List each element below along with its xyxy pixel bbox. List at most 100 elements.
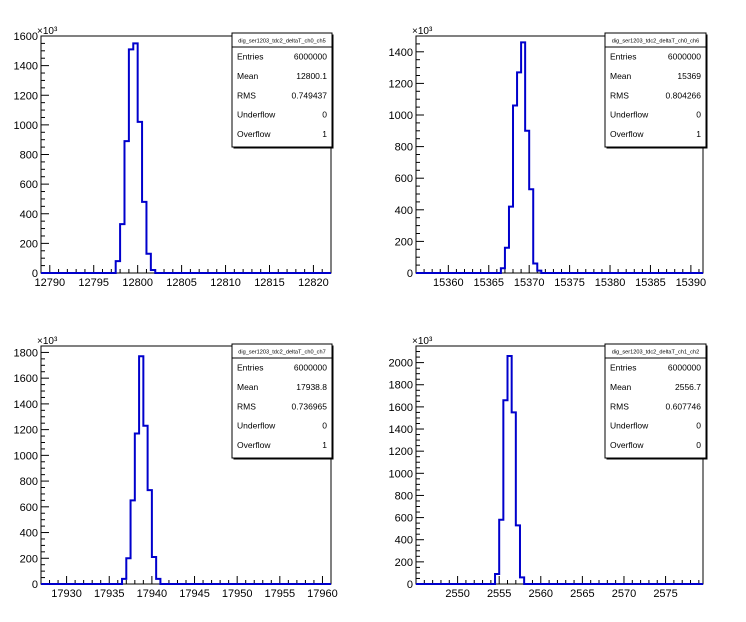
stats-label-rms: RMS <box>610 401 629 411</box>
y-tick-label: 0 <box>407 579 413 591</box>
x-tick-label: 17955 <box>265 588 296 600</box>
x-tick-label: 2575 <box>653 588 677 600</box>
stats-value-rms: 0.804266 <box>666 90 702 100</box>
stats-value-underflow: 0 <box>322 421 327 431</box>
y-tick-label: 200 <box>395 236 413 248</box>
stats-label-underflow: Underflow <box>237 421 276 431</box>
histogram-line <box>416 41 703 274</box>
histogram-bin <box>516 525 520 584</box>
y-tick-label: 2000 <box>389 358 413 370</box>
stats-label-entries: Entries <box>610 363 636 373</box>
x-tick-label: 12795 <box>78 277 109 289</box>
y-tick-label: 1400 <box>14 399 38 411</box>
x-tick-label: 2555 <box>487 588 511 600</box>
y-tick-label: 600 <box>395 513 413 525</box>
stats-histogram-name: dig_ser1203_tdc2_deltaT_ch0_ch7 <box>238 350 325 356</box>
stats-label-overflow: Overflow <box>237 129 271 139</box>
stats-label-mean: Mean <box>610 71 632 81</box>
stats-label-entries: Entries <box>237 363 263 373</box>
stats-label-underflow: Underflow <box>610 421 649 431</box>
x-tick-label: 12790 <box>34 277 65 289</box>
stats-value-overflow: 1 <box>696 129 701 139</box>
x-tick-label: 2570 <box>612 588 636 600</box>
stats-value-rms: 0.736965 <box>292 401 328 411</box>
stats-label-underflow: Underflow <box>610 110 649 120</box>
stats-value-mean: 2556.7 <box>675 382 701 392</box>
y-tick-label: 200 <box>20 238 38 250</box>
y-tick-label: 600 <box>20 502 38 514</box>
x-tick-label: 17930 <box>51 588 82 600</box>
x-tick-label: 17945 <box>179 588 210 600</box>
y-exponent-label: ×10³ <box>412 336 433 347</box>
histogram-bin <box>508 356 512 584</box>
y-exponent-label: ×10³ <box>412 26 433 37</box>
stats-box <box>231 32 333 148</box>
y-tick-label: 800 <box>395 490 413 502</box>
y-tick-label: 200 <box>20 553 38 565</box>
x-tick-label: 2550 <box>445 588 469 600</box>
y-tick-label: 1600 <box>14 31 38 43</box>
x-tick-label: 17940 <box>137 588 168 600</box>
stats-value-overflow: 1 <box>322 440 327 450</box>
y-tick-label: 600 <box>395 173 413 185</box>
stats-histogram-name: dig_ser1203_tdc2_deltaT_ch1_ch2 <box>612 350 699 356</box>
y-tick-label: 1800 <box>389 380 413 392</box>
x-tick-label: 12800 <box>122 277 153 289</box>
stats-value-mean: 17938.8 <box>296 382 327 392</box>
y-tick-label: 1600 <box>389 402 413 414</box>
x-tick-label: 12820 <box>298 277 329 289</box>
histogram-line <box>41 355 331 585</box>
stats-box <box>604 343 707 459</box>
x-tick-label: 12810 <box>210 277 241 289</box>
y-tick-label: 400 <box>395 535 413 547</box>
stats-label-overflow: Overflow <box>237 440 271 450</box>
x-tick-label: 15370 <box>514 277 545 289</box>
stats-value-overflow: 1 <box>322 129 327 139</box>
stats-label-mean: Mean <box>237 71 259 81</box>
histogram-bin <box>499 520 503 584</box>
y-tick-label: 1600 <box>14 373 38 385</box>
stats-value-entries: 6000000 <box>668 52 701 62</box>
y-tick-label: 1000 <box>389 468 413 480</box>
stats-box <box>231 343 333 459</box>
histogram-bin <box>512 412 516 584</box>
y-tick-label: 1200 <box>14 425 38 437</box>
x-tick-label: 15365 <box>473 277 504 289</box>
y-tick-label: 1800 <box>14 347 38 359</box>
histogram-line <box>41 42 331 274</box>
stats-value-overflow: 0 <box>696 440 701 450</box>
stats-value-entries: 6000000 <box>294 363 327 373</box>
stats-label-mean: Mean <box>237 382 259 392</box>
y-tick-label: 0 <box>407 268 413 280</box>
y-tick-label: 400 <box>395 205 413 217</box>
x-tick-label: 17960 <box>307 588 338 600</box>
stats-label-rms: RMS <box>610 90 629 100</box>
stats-label-entries: Entries <box>237 52 263 62</box>
stats-box <box>604 32 707 148</box>
x-tick-label: 17950 <box>222 588 253 600</box>
stats-histogram-name: dig_ser1203_tdc2_deltaT_ch0_ch5 <box>238 39 325 45</box>
y-tick-label: 1000 <box>14 120 38 132</box>
y-tick-label: 1400 <box>389 47 413 59</box>
stats-label-mean: Mean <box>610 382 632 392</box>
histogram-bin <box>495 574 499 584</box>
y-tick-label: 400 <box>20 209 38 221</box>
y-tick-label: 1200 <box>389 446 413 458</box>
x-tick-label: 12805 <box>166 277 197 289</box>
stats-value-entries: 6000000 <box>294 52 327 62</box>
x-tick-label: 15380 <box>595 277 626 289</box>
y-exponent-label: ×10³ <box>37 336 58 347</box>
y-tick-label: 1400 <box>389 424 413 436</box>
stats-label-overflow: Overflow <box>610 129 644 139</box>
stats-value-mean: 15369 <box>677 71 701 81</box>
x-tick-label: 2565 <box>570 588 594 600</box>
x-tick-label: 15360 <box>433 277 464 289</box>
stats-label-entries: Entries <box>610 52 636 62</box>
x-tick-label: 17935 <box>94 588 125 600</box>
stats-value-underflow: 0 <box>696 421 701 431</box>
y-exponent-label: ×10³ <box>37 26 58 37</box>
x-tick-label: 12815 <box>254 277 285 289</box>
y-tick-label: 800 <box>395 142 413 154</box>
y-tick-label: 1200 <box>14 90 38 102</box>
y-tick-label: 200 <box>395 557 413 569</box>
